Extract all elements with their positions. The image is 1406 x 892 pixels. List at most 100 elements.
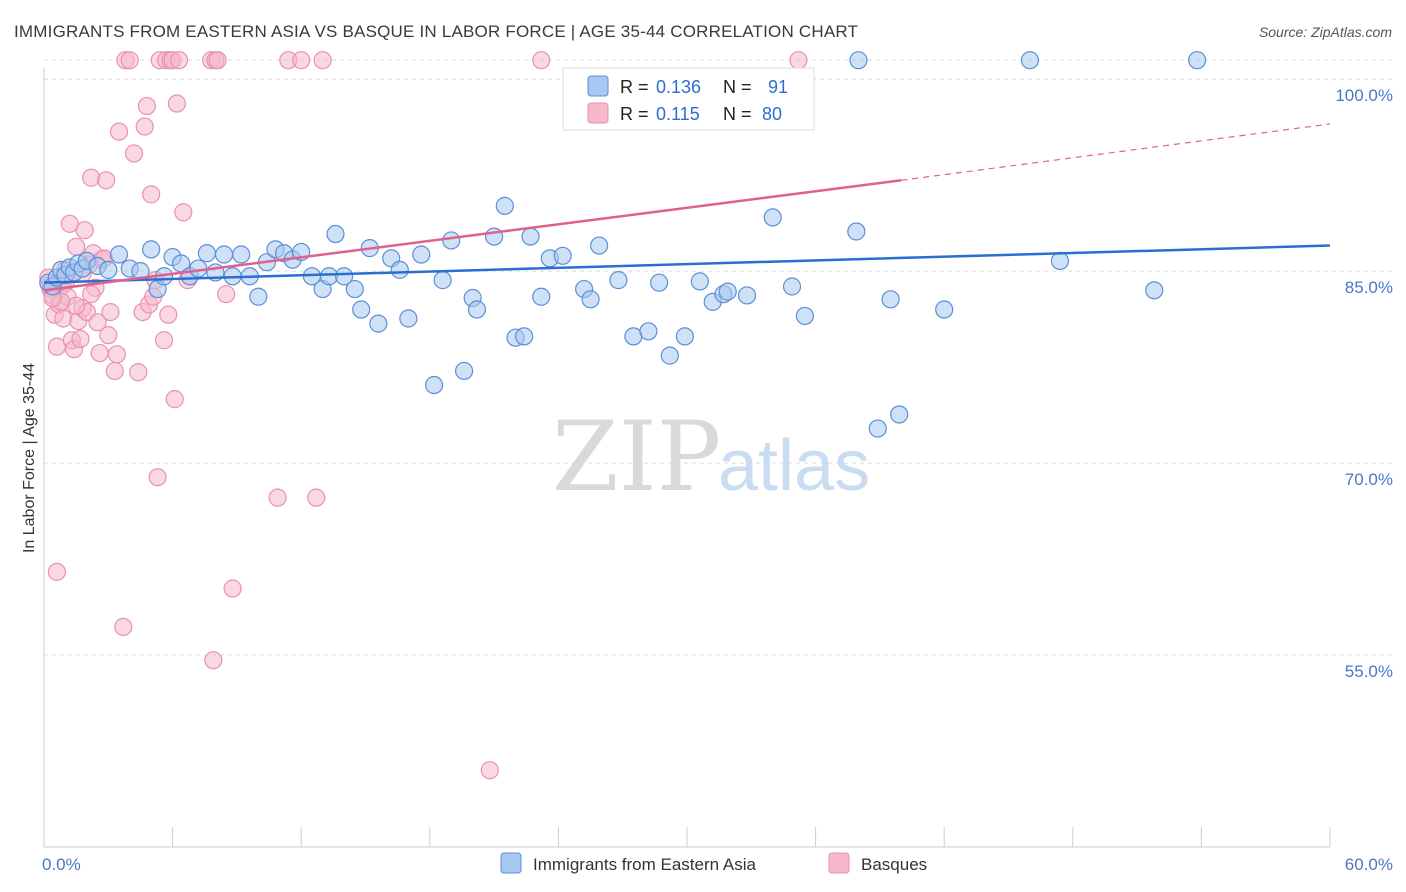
basques-point: [218, 286, 235, 303]
basques-point: [314, 52, 331, 69]
basques-point: [143, 186, 160, 203]
x-tick-label-max: 60.0%: [1345, 855, 1393, 874]
basques-point: [76, 222, 93, 239]
eastern-asia-point: [111, 246, 128, 263]
eastern-asia-point: [216, 246, 233, 263]
eastern-asia-point: [850, 52, 867, 69]
eastern-asia-point: [610, 272, 627, 289]
legend-swatch-pink: [588, 103, 608, 123]
legend-swatch-blue: [588, 76, 608, 96]
bottom-legend-label-eastern-asia: Immigrants from Eastern Asia: [533, 855, 757, 874]
basques-point: [55, 310, 72, 327]
basques-point: [160, 306, 177, 323]
bottom-legend-swatch-blue: [501, 853, 521, 873]
y-tick-label: 85.0%: [1345, 278, 1393, 297]
basques-point: [83, 286, 100, 303]
eastern-asia-point: [426, 377, 443, 394]
basques-point: [91, 345, 108, 362]
basques-point: [98, 172, 115, 189]
eastern-asia-point: [198, 245, 215, 262]
trend-line-basques: [44, 180, 901, 290]
eastern-asia-point: [554, 247, 571, 264]
eastern-asia-point: [764, 209, 781, 226]
watermark-zip: ZIP: [552, 401, 721, 513]
eastern-asia-point: [233, 246, 250, 263]
y-tick-label: 55.0%: [1345, 662, 1393, 681]
eastern-asia-point: [327, 226, 344, 243]
x-tick-label-min: 0.0%: [42, 855, 81, 874]
gridlines: [44, 60, 1393, 655]
eastern-asia-point: [640, 323, 657, 340]
basques-point: [138, 98, 155, 115]
legend-n-label-2: N =: [723, 104, 752, 124]
eastern-asia-point: [533, 288, 550, 305]
basques-point: [156, 332, 173, 349]
eastern-asia-point: [661, 347, 678, 364]
eastern-asia-point: [468, 301, 485, 318]
basques-point: [269, 489, 286, 506]
eastern-asia-point: [522, 228, 539, 245]
eastern-asia-point: [250, 288, 267, 305]
basques-point: [68, 297, 85, 314]
legend-n-value-1: 91: [768, 77, 788, 97]
eastern-asia-point: [100, 261, 117, 278]
eastern-asia-point: [370, 315, 387, 332]
watermark-atlas: atlas: [718, 426, 870, 506]
eastern-asia-point: [1189, 52, 1206, 69]
eastern-asia-point: [784, 278, 801, 295]
eastern-asia-point: [691, 273, 708, 290]
basques-point: [48, 563, 65, 580]
y-tick-labels: 55.0% 70.0% 85.0% 100.0%: [1335, 86, 1393, 681]
basques-point: [111, 123, 128, 140]
basques-point: [293, 52, 310, 69]
basques-point: [108, 346, 125, 363]
y-tick-label: 100.0%: [1335, 86, 1393, 105]
basques-point: [102, 304, 119, 321]
eastern-asia-point: [882, 291, 899, 308]
eastern-asia-point: [719, 283, 736, 300]
basques-point: [136, 118, 153, 135]
legend-r-value-1: 0.136: [656, 77, 701, 97]
bottom-legend: Immigrants from Eastern Asia Basques: [501, 853, 927, 874]
basques-point: [790, 52, 807, 69]
eastern-asia-point: [443, 232, 460, 249]
eastern-asia-point: [796, 307, 813, 324]
eastern-asia-point: [143, 241, 160, 258]
eastern-asia-point: [346, 281, 363, 298]
eastern-asia-point: [1021, 52, 1038, 69]
eastern-asia-point: [869, 420, 886, 437]
eastern-asia-point: [739, 287, 756, 304]
basques-point: [121, 52, 138, 69]
basques-point: [83, 169, 100, 186]
basques-point: [126, 145, 143, 162]
eastern-asia-point: [516, 328, 533, 345]
eastern-asia-point: [496, 197, 513, 214]
eastern-asia-point: [434, 272, 451, 289]
eastern-asia-point: [891, 406, 908, 423]
basques-point: [106, 362, 123, 379]
basques-point: [224, 580, 241, 597]
eastern-asia-point: [413, 246, 430, 263]
trend-line-basques-extension: [901, 124, 1330, 180]
legend-n-value-2: 80: [762, 104, 782, 124]
basques-point: [68, 238, 85, 255]
eastern-asia-point: [391, 261, 408, 278]
basques-point: [130, 364, 147, 381]
eastern-asia-point: [456, 362, 473, 379]
basques-point: [175, 204, 192, 221]
eastern-asia-point: [591, 237, 608, 254]
eastern-asia-point: [651, 274, 668, 291]
basques-point: [168, 95, 185, 112]
eastern-asia-point: [582, 291, 599, 308]
basques-point: [533, 52, 550, 69]
eastern-asia-point: [848, 223, 865, 240]
y-tick-label: 70.0%: [1345, 470, 1393, 489]
y-axis-title: In Labor Force | Age 35-44: [21, 363, 38, 553]
bottom-legend-label-basques: Basques: [861, 855, 927, 874]
basques-point: [308, 489, 325, 506]
basques-point: [149, 469, 166, 486]
basques-point: [205, 652, 222, 669]
bottom-legend-swatch-pink: [829, 853, 849, 873]
basques-point: [209, 52, 226, 69]
basques-point: [171, 52, 188, 69]
